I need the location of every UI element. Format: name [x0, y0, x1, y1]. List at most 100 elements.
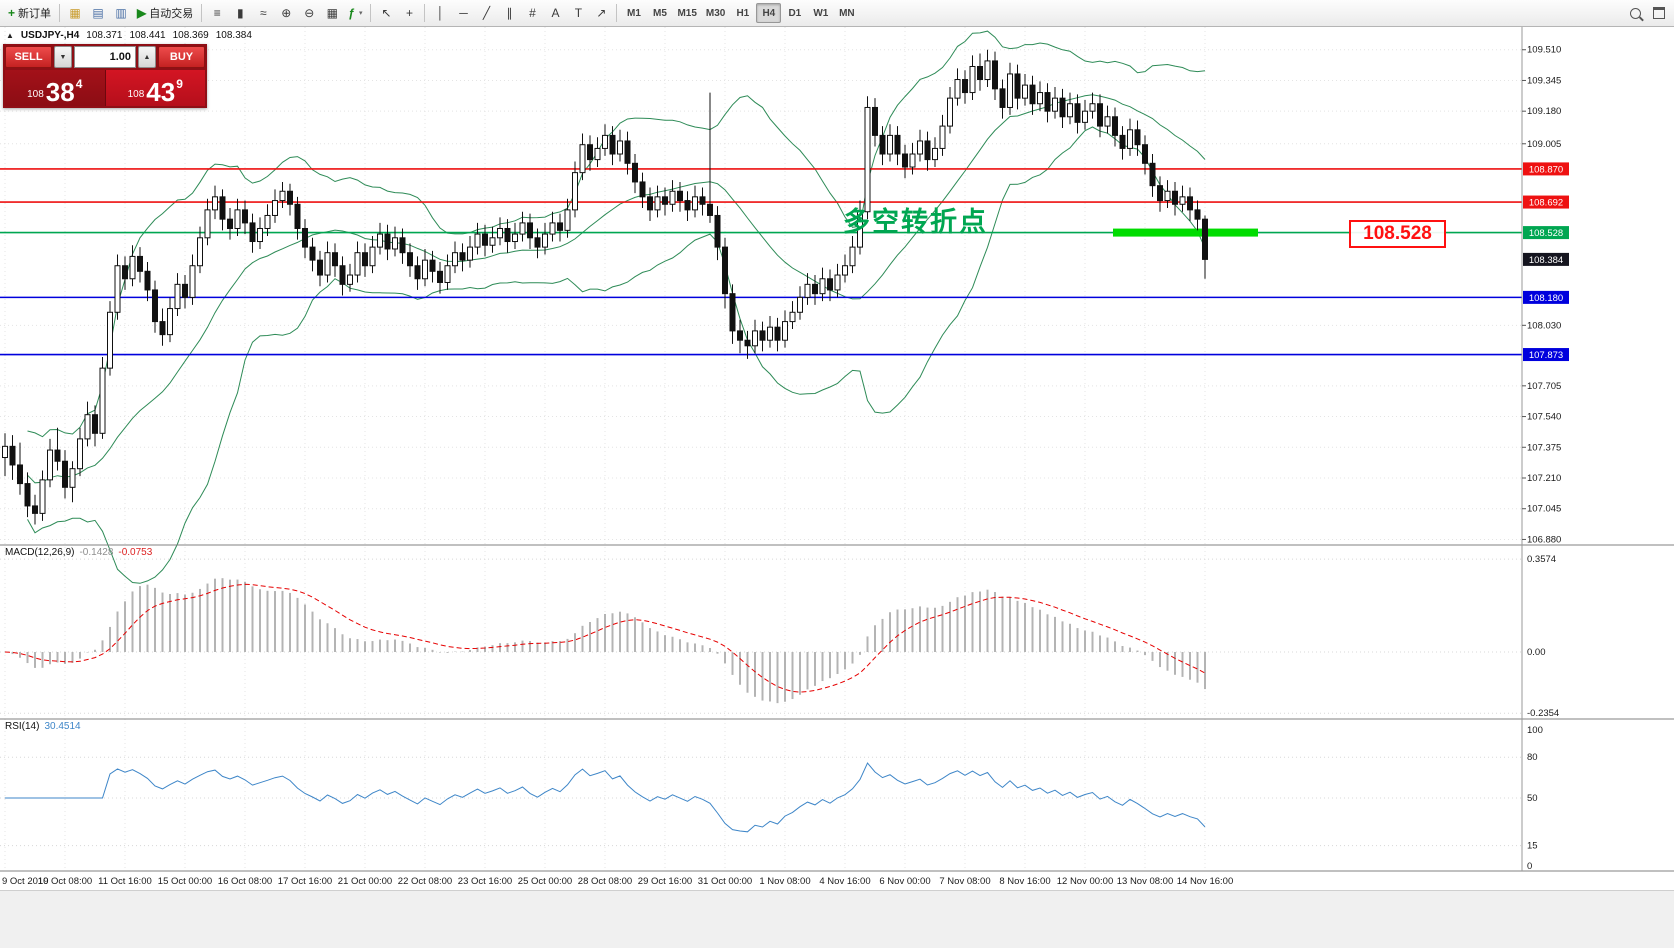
toolbar-separator — [616, 4, 618, 22]
trendline-tool-button[interactable]: ╱ — [475, 2, 497, 24]
new-order-button[interactable]: + 新订单 — [4, 2, 55, 24]
svg-text:6 Nov 00:00: 6 Nov 00:00 — [879, 876, 930, 887]
svg-text:15: 15 — [1527, 841, 1538, 852]
one-click-collapse-toggle[interactable]: ▲ — [6, 31, 14, 40]
window-icon — [1653, 7, 1665, 19]
chart-background — [0, 27, 1674, 890]
new-order-label: 新订单 — [18, 8, 52, 20]
svg-text:107.873: 107.873 — [1529, 350, 1563, 361]
svg-text:25 Oct 00:00: 25 Oct 00:00 — [518, 876, 572, 887]
zoom-in-button[interactable]: ⊕ — [275, 2, 297, 24]
rsi-value: 30.4514 — [44, 721, 81, 732]
price-level-chip — [1523, 226, 1569, 240]
indicators-button[interactable]: ƒ ▾ — [344, 2, 366, 24]
svg-text:109.510: 109.510 — [1527, 45, 1561, 56]
data-window-button[interactable]: ▥ — [110, 2, 132, 24]
search-button[interactable] — [1624, 2, 1646, 24]
bar-chart-button[interactable]: ≡ — [206, 2, 228, 24]
zoom-out-icon: ⊖ — [304, 6, 315, 20]
macd-name: MACD(12,26,9) — [5, 547, 75, 558]
timeframe-h1-button[interactable]: H1 — [730, 3, 755, 23]
timeframe-mn-button[interactable]: MN — [834, 3, 859, 23]
price-level-annotation-box[interactable]: 108.528 — [1349, 220, 1446, 248]
svg-text:0.00: 0.00 — [1527, 647, 1546, 658]
price-level-chip — [1523, 252, 1569, 266]
bollinger-bands — [27, 30, 1206, 584]
volume-decrease-button[interactable]: ▼ — [54, 46, 72, 68]
sell-button[interactable]: SELL — [5, 46, 52, 68]
search-icon — [1629, 7, 1641, 19]
timeframe-m30-button[interactable]: M30 — [702, 3, 729, 23]
chevron-down-icon: ▾ — [358, 10, 363, 17]
svg-text:14 Nov 16:00: 14 Nov 16:00 — [1177, 876, 1234, 887]
macd-main-value: -0.1428 — [79, 547, 114, 558]
auto-trading-label: 自动交易 — [149, 8, 194, 20]
svg-text:-0.2354: -0.2354 — [1527, 708, 1559, 719]
vertical-line-tool-button[interactable]: │ — [429, 2, 451, 24]
market-watch-icon: ▤ — [92, 6, 104, 20]
macd-indicator-label: MACD(12,26,9) -0.1428 -0.0753 — [5, 547, 152, 558]
ask-big-digits: 43 — [146, 76, 176, 107]
tile-windows-button[interactable]: ▦ — [321, 2, 343, 24]
svg-text:80: 80 — [1527, 752, 1538, 763]
price-axis[interactable]: 109.510 109.345 109.180 109.005 108.030 107.7… — [1521, 27, 1569, 871]
fibonacci-icon: # — [529, 6, 536, 20]
price-level-chip — [1523, 290, 1569, 304]
label-tool-button[interactable]: T — [567, 2, 589, 24]
timeframe-w1-button[interactable]: W1 — [808, 3, 833, 23]
new-order-icon: + — [8, 6, 16, 20]
cursor-tool-button[interactable]: ↖ — [375, 2, 397, 24]
toolbar-separator — [370, 4, 372, 22]
timeframe-d1-button[interactable]: D1 — [782, 3, 807, 23]
horizontal-line-tool-button[interactable]: ─ — [452, 2, 474, 24]
svg-text:108.030: 108.030 — [1527, 320, 1561, 331]
candlestick-chart-button[interactable]: ▮ — [229, 2, 251, 24]
price-display-row: 108 38 4 108 43 9 — [5, 70, 205, 106]
arrow-tool-button[interactable]: ↗ — [590, 2, 612, 24]
svg-text:23 Oct 16:00: 23 Oct 16:00 — [458, 876, 512, 887]
ask-prefix: 108 — [127, 89, 145, 100]
volume-increase-button[interactable]: ▲ — [138, 46, 156, 68]
buy-button[interactable]: BUY — [158, 46, 205, 68]
timeframe-h4-button[interactable]: H4 — [756, 3, 782, 23]
chart-profile-button[interactable]: ▦ — [64, 2, 86, 24]
ask-price-button[interactable]: 108 43 9 — [105, 70, 205, 107]
text-tool-button[interactable]: A — [544, 2, 566, 24]
svg-text:107.540: 107.540 — [1527, 412, 1561, 423]
svg-text:108.384: 108.384 — [1529, 255, 1563, 266]
svg-text:8 Nov 16:00: 8 Nov 16:00 — [999, 876, 1050, 887]
volume-input[interactable]: 1.00 — [74, 46, 136, 68]
svg-text:109.005: 109.005 — [1527, 139, 1561, 150]
auto-trading-button[interactable]: ▶ 自动交易 — [133, 2, 197, 24]
timeframe-m5-button[interactable]: M5 — [647, 3, 672, 23]
fibonacci-tool-button[interactable]: # — [521, 2, 543, 24]
zoom-out-button[interactable]: ⊖ — [298, 2, 320, 24]
ohlc-low: 108.369 — [172, 30, 209, 41]
crosshair-tool-button[interactable]: + — [398, 2, 420, 24]
svg-text:107.705: 107.705 — [1527, 381, 1561, 392]
line-chart-button[interactable]: ≈ — [252, 2, 274, 24]
new-window-button[interactable] — [1648, 2, 1670, 24]
timeframe-m1-button[interactable]: M1 — [621, 3, 646, 23]
trade-controls-row: SELL ▼ 1.00 ▲ BUY — [5, 46, 205, 68]
svg-text:50: 50 — [1527, 793, 1538, 804]
svg-text:109.180: 109.180 — [1527, 106, 1561, 117]
vertical-line-icon: │ — [436, 6, 445, 20]
timeframe-m15-button[interactable]: M15 — [673, 3, 700, 23]
svg-text:12 Nov 00:00: 12 Nov 00:00 — [1057, 876, 1114, 887]
rsi-line — [5, 762, 1206, 833]
rsi-panel: 100 80 50 15 0 — [0, 718, 1674, 872]
svg-text:11 Oct 16:00: 11 Oct 16:00 — [98, 876, 152, 887]
svg-text:28 Oct 08:00: 28 Oct 08:00 — [578, 876, 632, 887]
bid-price-button[interactable]: 108 38 4 — [5, 70, 106, 106]
bar-chart-icon: ≡ — [213, 6, 221, 20]
market-watch-button[interactable]: ▤ — [87, 2, 109, 24]
svg-text:7 Nov 08:00: 7 Nov 08:00 — [939, 876, 990, 887]
toolbar-separator — [59, 4, 61, 22]
channel-tool-button[interactable]: ∥ — [498, 2, 520, 24]
svg-text:10 Oct 08:00: 10 Oct 08:00 — [38, 876, 92, 887]
turning-point-annotation[interactable]: 多空转折点 — [843, 207, 988, 238]
status-strip — [0, 890, 1674, 948]
